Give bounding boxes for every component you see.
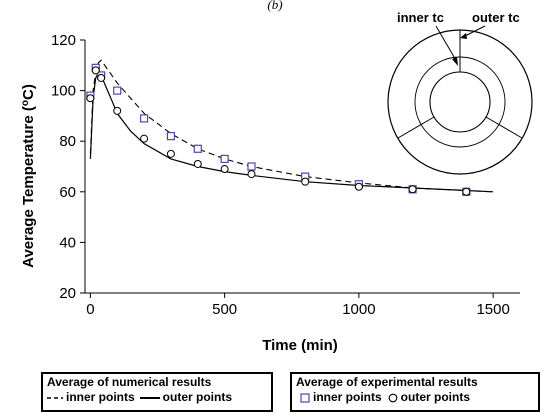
inset-arrow-inner — [435, 25, 458, 63]
point-circle-0 — [86, 94, 95, 103]
point-circle-9 — [301, 177, 310, 186]
legend-numerical-title: Average of numerical results — [47, 375, 212, 389]
inset-arrow-inner-head — [452, 57, 458, 66]
point-circle-4 — [140, 134, 149, 143]
legend-experimental-outer: outer points — [400, 390, 470, 404]
inset-arrow-outer — [462, 25, 486, 38]
point-circle-7 — [220, 165, 229, 174]
point-square-4 — [139, 114, 149, 123]
inset-divider-left — [397, 116, 435, 139]
x-axis-label: Time (min) — [262, 337, 338, 354]
y-tick-label-80: 80 — [59, 133, 76, 150]
inset-arrow-outer-head — [460, 33, 467, 39]
legend-circle-marker-icon — [388, 393, 398, 402]
point-square-5 — [166, 132, 176, 141]
point-square-8 — [247, 162, 256, 171]
figure-label: (b) — [267, 0, 282, 12]
y-tick-label-100: 100 — [51, 83, 76, 100]
y-tick-label-120: 120 — [51, 32, 76, 49]
point-circle-2 — [97, 73, 106, 82]
legend-experimental: Average of experimental results inner po… — [290, 372, 540, 412]
legend-numerical: Average of numerical results inner point… — [41, 372, 273, 412]
legend-numerical-inner: inner points — [66, 390, 135, 404]
y-tick-label-20: 20 — [59, 285, 76, 302]
point-square-3 — [113, 86, 122, 95]
axes: 20 40 60 80 100 120 0 500 1000 1500 — [51, 32, 520, 318]
point-square-6 — [193, 144, 202, 153]
point-circle-1 — [91, 66, 100, 75]
point-circle-6 — [193, 159, 202, 168]
legend-experimental-inner: inner points — [313, 390, 382, 404]
point-square-7 — [220, 154, 229, 164]
legend-experimental-title: Average of experimental results — [296, 375, 478, 389]
legend-numerical-outer: outer points — [162, 390, 232, 404]
legend-square-marker-icon — [300, 392, 310, 403]
y-tick-label-40: 40 — [59, 234, 76, 251]
x-tick-label-0: 0 — [86, 301, 94, 318]
x-tick-label-500: 500 — [212, 301, 237, 318]
point-circle-3 — [113, 106, 122, 115]
y-axis-label: Average Temperature (oC) — [20, 84, 38, 268]
inset-divider-right — [485, 116, 523, 139]
point-circle-5 — [166, 149, 175, 158]
marker-layer — [86, 63, 471, 196]
legend-dashed-line-icon — [47, 396, 63, 399]
inset-inner-label: inner tc — [397, 10, 444, 25]
point-circle-8 — [247, 170, 256, 179]
point-circle-11 — [408, 185, 417, 194]
inset-diagram: inner tc outer tc — [387, 10, 533, 175]
y-tick-label-60: 60 — [59, 184, 76, 201]
inset-outer-label: outer tc — [472, 10, 520, 25]
point-circle-12 — [462, 187, 471, 196]
legend-solid-line-icon — [139, 396, 160, 399]
point-circle-10 — [354, 182, 363, 191]
x-tick-label-1000: 1000 — [342, 301, 375, 318]
x-tick-label-1500: 1500 — [476, 301, 509, 318]
